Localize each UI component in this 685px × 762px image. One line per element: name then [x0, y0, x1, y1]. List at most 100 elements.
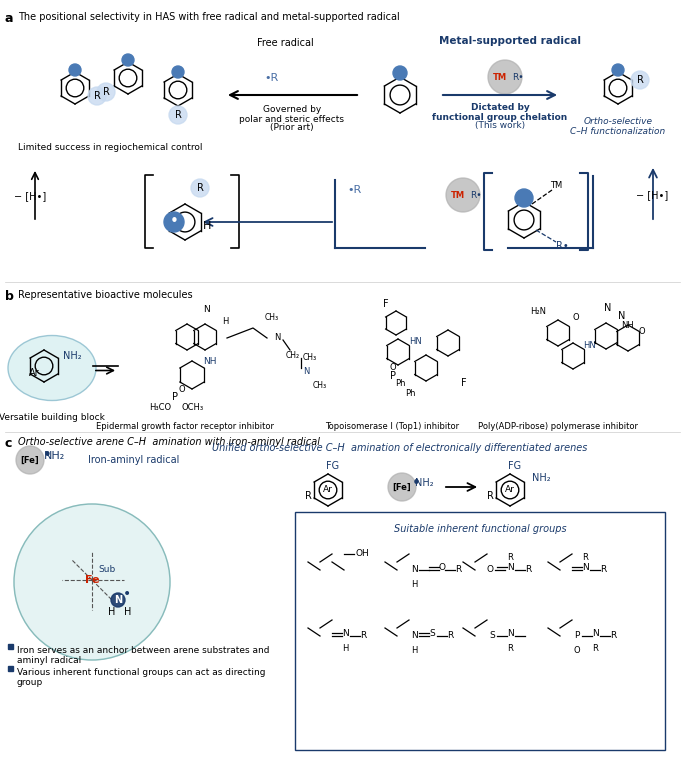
Text: NH: NH	[621, 322, 634, 331]
Text: CH₃: CH₃	[303, 354, 317, 363]
Text: − [H•]: − [H•]	[14, 191, 47, 201]
Text: Sub: Sub	[99, 565, 116, 575]
Text: Ar: Ar	[505, 485, 515, 495]
Text: NH: NH	[203, 357, 216, 367]
Text: R•: R•	[470, 190, 482, 200]
Text: R: R	[600, 565, 606, 575]
Text: Ph: Ph	[405, 389, 415, 398]
Text: O: O	[573, 313, 580, 322]
Text: •R: •R	[265, 73, 279, 83]
Text: Dictated by
functional group chelation: Dictated by functional group chelation	[432, 103, 568, 123]
Text: Epidermal growth factor receptor inhibitor: Epidermal growth factor receptor inhibit…	[96, 422, 274, 431]
Text: N: N	[303, 367, 310, 376]
Circle shape	[69, 64, 81, 76]
Circle shape	[14, 504, 170, 660]
Bar	[8, 666, 13, 671]
Circle shape	[446, 178, 480, 212]
Text: TM: TM	[493, 72, 507, 82]
Text: Ph: Ph	[395, 379, 406, 388]
Text: R: R	[610, 632, 616, 641]
Text: H: H	[411, 580, 417, 589]
Text: Various inherent functional groups can act as directing
group: Various inherent functional groups can a…	[17, 668, 266, 687]
Text: N: N	[114, 595, 122, 605]
Text: •: •	[170, 214, 178, 229]
Text: (This work): (This work)	[475, 121, 525, 130]
Text: FG: FG	[327, 461, 340, 471]
Circle shape	[612, 64, 624, 76]
Text: The positional selectivity in HAS with free radical and metal-supported radical: The positional selectivity in HAS with f…	[18, 12, 400, 22]
Text: N: N	[203, 305, 210, 313]
Circle shape	[111, 593, 125, 607]
Text: H: H	[411, 646, 417, 655]
Text: P: P	[574, 632, 580, 641]
Text: Iron serves as an anchor between arene substrates and
aminyl radical: Iron serves as an anchor between arene s…	[17, 646, 269, 665]
Circle shape	[172, 66, 184, 78]
Text: N: N	[592, 629, 599, 639]
Text: R: R	[582, 553, 588, 562]
Text: OH: OH	[356, 549, 370, 559]
Text: R•: R•	[512, 72, 524, 82]
Text: R: R	[486, 491, 493, 501]
Text: R: R	[175, 110, 182, 120]
Circle shape	[122, 54, 134, 66]
Text: b: b	[5, 290, 14, 303]
Text: Versatile building block: Versatile building block	[0, 413, 105, 422]
Text: H: H	[203, 221, 211, 231]
Text: N: N	[411, 632, 418, 641]
Text: N: N	[507, 629, 514, 639]
Circle shape	[191, 179, 209, 197]
Text: NH₂: NH₂	[532, 473, 551, 483]
Text: TM: TM	[550, 181, 562, 190]
Text: O: O	[439, 564, 446, 572]
Text: H₂N: H₂N	[530, 308, 546, 316]
Text: NH₂: NH₂	[414, 478, 434, 488]
Text: Representative bioactive molecules: Representative bioactive molecules	[18, 290, 192, 300]
Text: •: •	[123, 587, 131, 601]
Text: [Fe]: [Fe]	[393, 482, 412, 491]
Circle shape	[16, 446, 44, 474]
Text: TM: TM	[451, 190, 465, 200]
Text: − [H•]: − [H•]	[636, 190, 669, 200]
Text: N: N	[619, 311, 625, 321]
Text: N: N	[582, 564, 588, 572]
Text: R: R	[507, 553, 513, 562]
Text: S: S	[429, 629, 435, 639]
Circle shape	[393, 66, 407, 80]
Text: H: H	[222, 318, 228, 326]
Text: O: O	[390, 363, 397, 373]
Bar	[8, 644, 13, 649]
Text: HN: HN	[410, 338, 423, 347]
Circle shape	[388, 473, 416, 501]
Ellipse shape	[8, 335, 96, 401]
Text: R: R	[103, 87, 110, 97]
Text: O: O	[574, 646, 581, 655]
Text: O: O	[179, 386, 186, 395]
Text: R: R	[94, 91, 101, 101]
Text: Suitable inherent functional groups: Suitable inherent functional groups	[394, 524, 566, 534]
Text: N: N	[411, 565, 418, 575]
Text: Iron-aminyl radical: Iron-aminyl radical	[88, 455, 179, 465]
Text: Ortho-selective
C–H functionalization: Ortho-selective C–H functionalization	[571, 117, 666, 136]
Text: H₃CO: H₃CO	[149, 402, 171, 411]
Text: a: a	[5, 12, 14, 25]
Text: Ar: Ar	[323, 485, 333, 495]
Text: R: R	[592, 644, 598, 653]
Text: R: R	[360, 632, 366, 641]
Text: R: R	[525, 565, 532, 575]
Text: F: F	[461, 378, 466, 388]
Text: N: N	[604, 303, 612, 313]
Text: Governed by
polar and steric effects: Governed by polar and steric effects	[240, 105, 345, 124]
Text: Fe: Fe	[85, 575, 99, 585]
Text: N: N	[342, 629, 349, 639]
Text: OCH₃: OCH₃	[182, 402, 204, 411]
Circle shape	[97, 83, 115, 101]
Text: Unified ortho-selective C–H  amination of electronically differentiated arenes: Unified ortho-selective C–H amination of…	[212, 443, 588, 453]
Text: •: •	[42, 447, 51, 463]
Text: (Prior art): (Prior art)	[270, 123, 314, 132]
Text: P: P	[390, 371, 396, 381]
Text: •: •	[412, 475, 421, 491]
Text: R: R	[447, 632, 453, 641]
Text: N: N	[274, 334, 280, 342]
Text: Poly(ADP-ribose) polymerase inhibitor: Poly(ADP-ribose) polymerase inhibitor	[478, 422, 638, 431]
Text: H: H	[342, 644, 349, 653]
